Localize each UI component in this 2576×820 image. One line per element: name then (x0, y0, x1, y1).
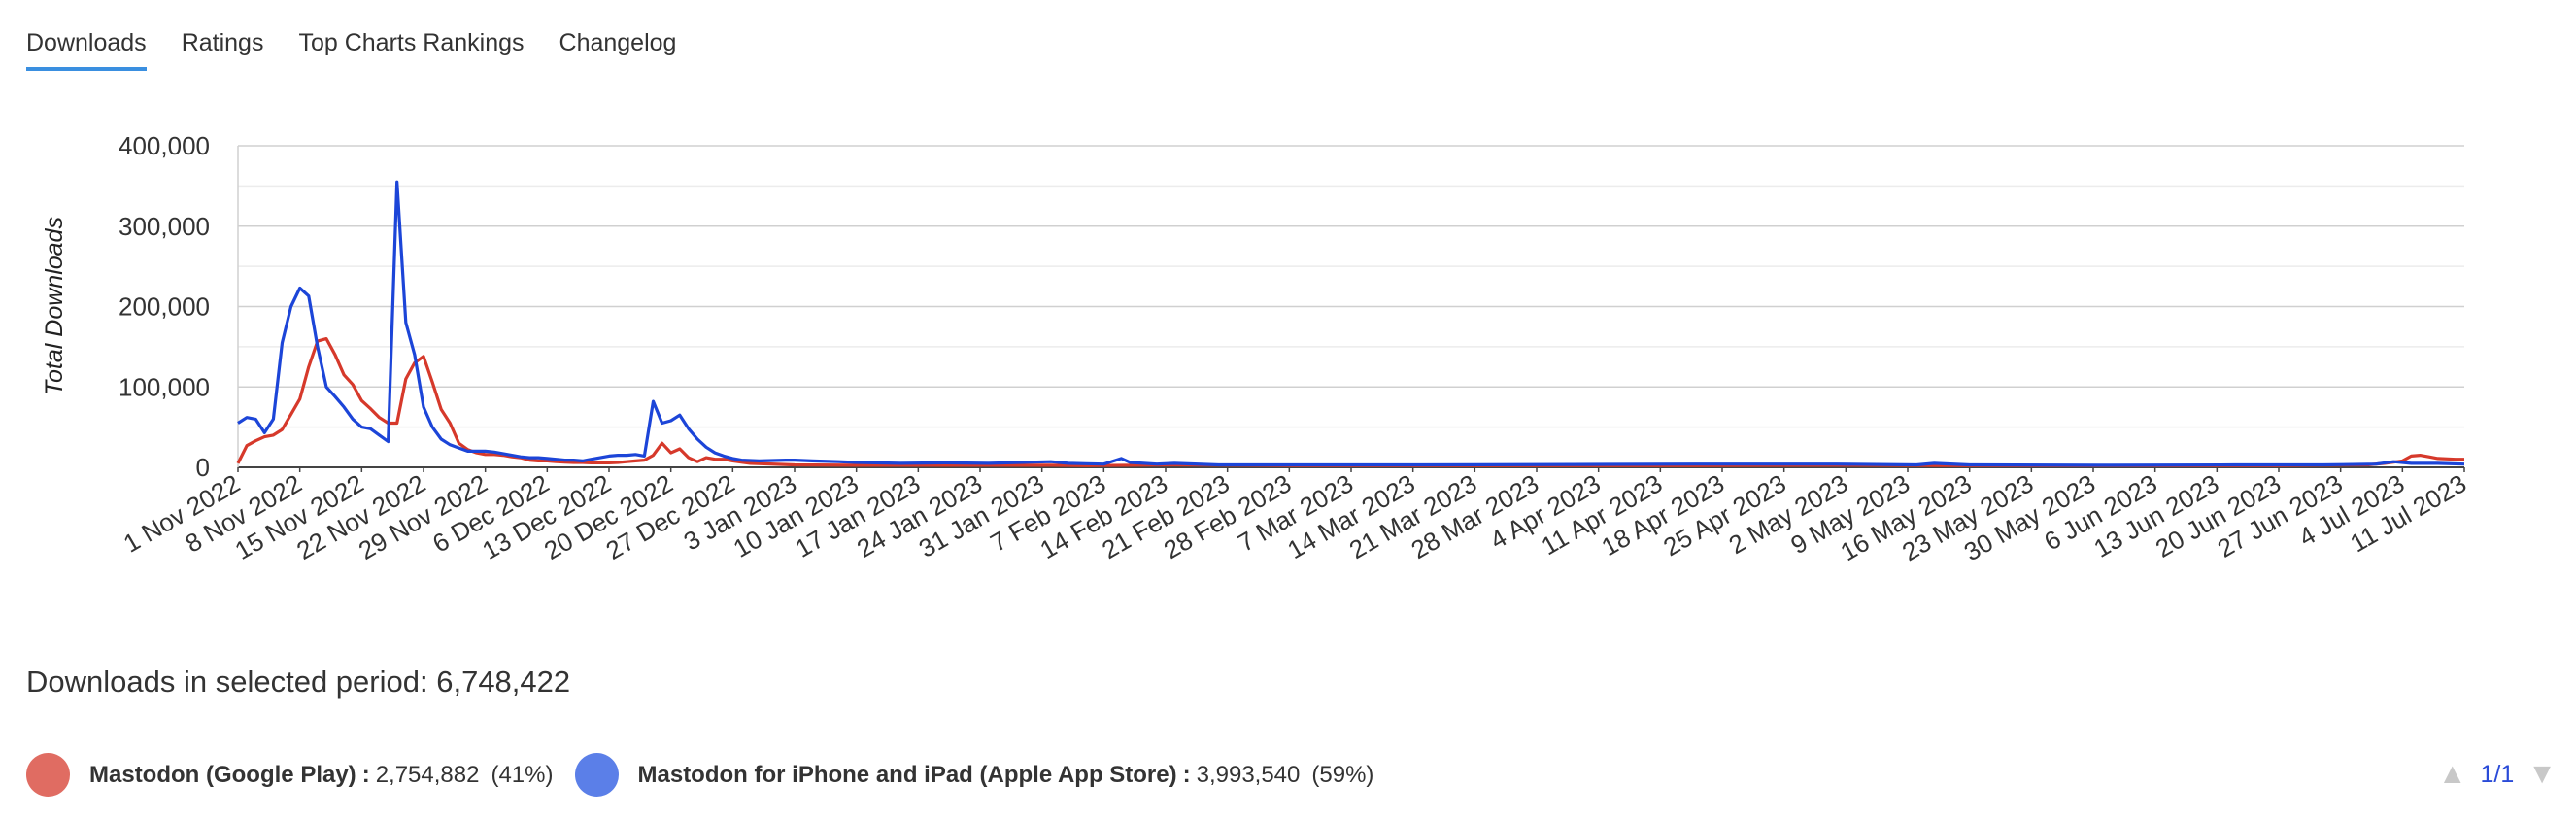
y-tick-label: 0 (196, 453, 210, 482)
legend-name: Mastodon (Google Play) (89, 761, 356, 788)
downloads-line-chart: 0 100,000 200,000 300,000 400,000 Total Downl… (41, 131, 2471, 566)
legend-value: 2,754,882 (375, 761, 480, 788)
summary-value: 6,748,422 (436, 665, 571, 699)
y-tick-label: 400,000 (119, 131, 210, 160)
pager-down-arrow-icon[interactable]: ▼ (2527, 758, 2557, 790)
series-line-app-store (237, 180, 2465, 467)
tab-ratings[interactable]: Ratings (181, 29, 264, 56)
legend-percent: (41%) (491, 761, 554, 788)
legend-name: Mastodon for iPhone and iPad (Apple App … (637, 761, 1177, 788)
legend-swatch-google-play (26, 753, 70, 797)
legend-swatch-app-store (574, 753, 619, 797)
legend-item-app-store[interactable]: Mastodon for iPhone and iPad (Apple App … (574, 753, 1374, 797)
tab-bar: Downloads Ratings Top Charts Rankings Ch… (26, 29, 711, 71)
y-tick-label: 200,000 (119, 292, 210, 322)
legend: Mastodon (Google Play) : 2,754,882 (41%)… (26, 753, 1395, 797)
tab-downloads[interactable]: Downloads (26, 29, 147, 71)
tab-top-charts-rankings[interactable]: Top Charts Rankings (298, 29, 525, 56)
legend-pager: ▲ 1/1 ▼ (2438, 758, 2557, 791)
tab-changelog[interactable]: Changelog (559, 29, 677, 56)
y-tick-label: 300,000 (119, 212, 210, 241)
legend-value: 3,993,540 (1196, 761, 1301, 788)
pager-page-number: 1/1 (2480, 760, 2515, 788)
y-tick-label: 100,000 (119, 372, 210, 401)
y-axis-title: Total Downloads (41, 217, 68, 395)
legend-colon: : (361, 761, 370, 788)
legend-colon: : (1182, 761, 1191, 788)
legend-percent: (59%) (1311, 761, 1374, 788)
downloads-summary: Downloads in selected period: 6,748,422 (26, 665, 570, 700)
summary-label: Downloads in selected period: (26, 665, 428, 699)
legend-item-google-play[interactable]: Mastodon (Google Play) : 2,754,882 (41%) (26, 753, 554, 797)
series-line-google-play (236, 337, 2464, 467)
pager-up-arrow-icon[interactable]: ▲ (2437, 758, 2467, 790)
